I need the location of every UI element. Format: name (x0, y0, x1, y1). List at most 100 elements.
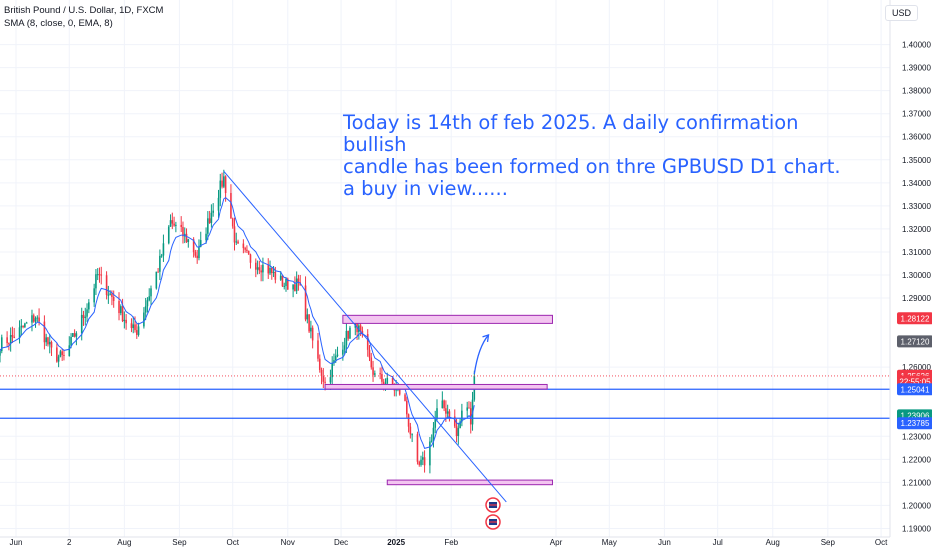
candle-body (448, 411, 451, 417)
candle-body (221, 180, 223, 187)
price-badges: 1.281221.271201.2562622:55:051.250411.23… (897, 312, 932, 430)
candle (112, 290, 115, 308)
candle (262, 257, 264, 282)
candle (57, 354, 60, 368)
y-tick-label: 1.22000 (902, 455, 931, 464)
candle-body (196, 255, 198, 259)
candle (208, 210, 211, 224)
candle (20, 319, 23, 336)
candle-body (242, 243, 245, 249)
price-badge-bg (897, 383, 932, 396)
indicator-legend[interactable]: SMA (8, close, 0, EMA, 8) (4, 18, 113, 29)
candle (434, 410, 437, 434)
chart-annotation: Today is 14th of feb 2025. A daily confi… (343, 111, 841, 200)
candle-body (157, 271, 159, 273)
candle (25, 321, 28, 324)
candle-body (123, 319, 126, 322)
candle (22, 325, 24, 329)
candle (468, 401, 470, 409)
candle (409, 422, 412, 439)
candle (48, 334, 51, 354)
candle-body (107, 294, 110, 296)
candle (100, 266, 103, 285)
candle (361, 326, 364, 338)
candle (159, 249, 161, 281)
candle-body (349, 327, 351, 339)
candle-body (361, 330, 364, 335)
candle-body (48, 341, 51, 345)
candle-body (324, 381, 326, 383)
candle (457, 422, 460, 445)
currency-label[interactable]: USD (884, 5, 918, 21)
candle-body (466, 407, 469, 411)
candle-body (382, 381, 385, 385)
candle (317, 332, 319, 362)
candle-body (148, 296, 151, 301)
candle-body (461, 410, 463, 422)
candle-body (255, 262, 257, 270)
candlestick-series (0, 169, 476, 474)
candle-body (370, 357, 373, 368)
candle (343, 337, 346, 354)
candle (217, 189, 220, 218)
candle-body (88, 302, 90, 310)
horizontal-levels (0, 375, 890, 419)
candle-body (8, 343, 10, 345)
candle-body (0, 351, 1, 356)
candle-body (343, 345, 346, 350)
candle-body (25, 322, 28, 324)
candle (173, 216, 175, 227)
candle (418, 460, 421, 467)
candle (68, 336, 71, 357)
candle (93, 283, 95, 307)
candle-body (70, 336, 72, 346)
candle-body (205, 233, 207, 241)
candle-body (118, 300, 120, 314)
y-tick-label: 1.20000 (902, 501, 931, 510)
candle (223, 169, 225, 189)
candle (95, 268, 97, 296)
candle (308, 314, 310, 333)
candle-body (43, 321, 46, 343)
candle-body (294, 284, 296, 292)
candle-body (406, 400, 408, 415)
candle-body (171, 220, 174, 224)
candle (372, 360, 374, 382)
candle (175, 221, 177, 233)
candle-body (269, 267, 271, 274)
candle-body (318, 358, 321, 370)
candle-body (11, 335, 14, 337)
candle (18, 320, 21, 344)
candle (219, 173, 222, 207)
candle-body (407, 414, 410, 427)
candle (407, 413, 410, 433)
candle (56, 342, 58, 363)
candle-body (455, 426, 458, 437)
candle (63, 349, 65, 361)
candle-body (366, 334, 369, 350)
candle (441, 391, 444, 409)
price-badge-label: 1.23785 (901, 419, 930, 428)
candle (196, 249, 198, 264)
candle (212, 203, 214, 217)
candle-body (359, 325, 362, 331)
candle-body (84, 316, 87, 319)
candle-body (24, 323, 26, 328)
candle (374, 370, 376, 378)
candle (333, 353, 335, 366)
candle-body (95, 274, 97, 289)
candle-body (281, 275, 284, 287)
price-badge: 1.27120 (897, 335, 932, 348)
candle-body (0, 337, 3, 352)
candle (105, 271, 108, 300)
candle (199, 231, 202, 248)
candle (137, 322, 140, 337)
candle-body (434, 419, 437, 428)
candle (134, 316, 136, 333)
candle-body (73, 333, 76, 337)
candle (256, 260, 259, 275)
candle-body (459, 421, 461, 429)
x-tick-label: Aug (766, 538, 780, 547)
candle-body (432, 427, 435, 441)
